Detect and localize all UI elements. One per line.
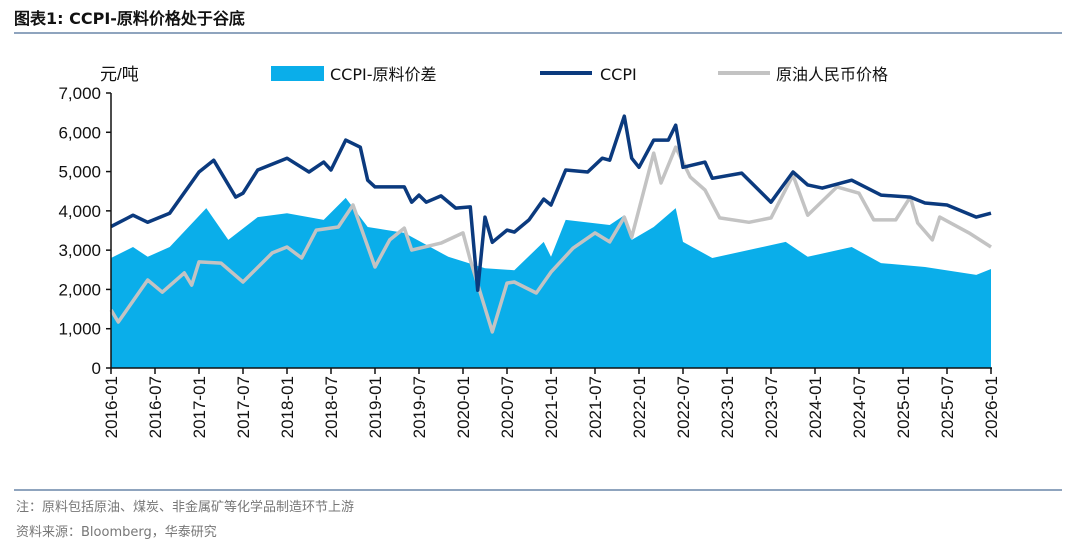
legend-swatch-spread: [271, 66, 324, 81]
axes: 0 1,000 2,000 3,000 4,000 5,000 6,000 7,000 2016…: [58, 84, 1001, 438]
x-tick-label: 2022-07: [674, 376, 693, 438]
legend-label-spread: CCPI-原料价差: [330, 65, 437, 84]
x-tick-label: 2023-01: [718, 376, 737, 438]
page-title: 图表1: CCPI-原料价格处于谷底: [14, 9, 245, 28]
x-tick-label: 2018-07: [322, 376, 341, 438]
x-tick-label: 2020-07: [498, 376, 517, 438]
y-tick-label: 7,000: [58, 84, 101, 103]
y-tick-label: 0: [92, 359, 101, 378]
series-area-spread: [111, 197, 991, 368]
legend-label-oil: 原油人民币价格: [776, 65, 888, 84]
x-tick-label: 2025-01: [894, 376, 913, 438]
legend: CCPI-原料价差 CCPI 原油人民币价格: [271, 65, 888, 84]
x-tick-label: 2025-07: [938, 376, 957, 438]
x-tick-label: 2017-07: [234, 376, 253, 438]
x-tick-label: 2026-01: [982, 376, 1001, 438]
footnote: 注：原料包括原油、煤炭、非金属矿等化学品制造环节上游: [16, 499, 354, 515]
x-tick-label: 2024-07: [850, 376, 869, 438]
x-tick-label: 2017-01: [190, 376, 209, 438]
y-tick-label: 5,000: [58, 163, 101, 182]
y-axis-unit-label: 元/吨: [100, 65, 139, 84]
x-tick-label: 2022-01: [630, 376, 649, 438]
x-tick-label: 2023-07: [762, 376, 781, 438]
x-tick-label: 2024-01: [806, 376, 825, 438]
x-tick-label: 2018-01: [278, 376, 297, 438]
y-tick-label: 4,000: [58, 202, 101, 221]
series-line-oil: [109, 145, 992, 334]
x-tick-label: 2020-01: [454, 376, 473, 438]
y-tick-label: 1,000: [58, 320, 101, 339]
x-tick-label: 2019-01: [366, 376, 385, 438]
y-tick-label: 6,000: [58, 123, 101, 142]
x-tick-label: 2016-01: [102, 376, 121, 438]
series-line-ccpi: [110, 114, 992, 292]
x-tick-label: 2021-07: [586, 376, 605, 438]
x-tick-label: 2019-07: [410, 376, 429, 438]
source-note: 资料来源：Bloomberg，华泰研究: [16, 525, 217, 540]
x-tick-label: 2016-07: [146, 376, 165, 438]
y-tick-label: 2,000: [58, 280, 101, 299]
plot-area: [109, 114, 992, 368]
x-tick-label: 2021-01: [542, 376, 561, 438]
legend-label-ccpi: CCPI: [600, 65, 637, 84]
y-tick-label: 3,000: [58, 241, 101, 260]
